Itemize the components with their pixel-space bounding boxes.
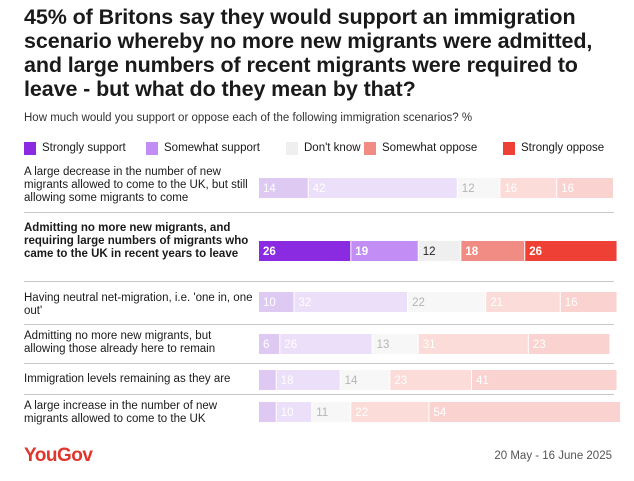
bar-segment-strong-support [259, 292, 294, 312]
data-label: 21 [490, 297, 503, 309]
bar-segment-somewhat-oppose [461, 241, 525, 261]
bar-segment-strong-support [259, 370, 276, 390]
data-label: 32 [299, 297, 312, 309]
legend-swatch [503, 141, 515, 155]
data-label: 16 [504, 183, 517, 195]
legend-item-somewhat-oppose: Somewhat oppose [364, 139, 477, 157]
legend-item-strongly-oppose: Strongly oppose [503, 139, 604, 157]
legend-item-strong-support: Strongly support [24, 139, 126, 157]
bar-segment-dont-know [408, 292, 486, 312]
data-label: 6 [263, 339, 269, 351]
data-label: 54 [433, 407, 446, 419]
row-label: Immigration levels remaining as they are [24, 373, 231, 385]
bar-segment-somewhat-support [294, 292, 408, 312]
bar-segment-dont-know [312, 402, 351, 422]
row-separator [24, 394, 614, 395]
bar-segment-strong-support [259, 241, 351, 261]
data-label: 10 [281, 407, 294, 419]
legend-label: Don't know [304, 142, 361, 154]
bar-segment-somewhat-support [280, 334, 372, 354]
legend-label: Somewhat oppose [382, 142, 478, 154]
bar-segment-somewhat-support [351, 241, 418, 261]
bar-segment-somewhat-support [308, 178, 457, 198]
data-label: 42 [313, 183, 326, 195]
chart-subtitle: How much would you support or oppose eac… [24, 112, 473, 124]
data-label: 23 [394, 375, 407, 387]
legend-swatch [364, 141, 376, 155]
bar-segment-strongly-oppose [472, 370, 617, 390]
row-label: A large increase in the number of new mi… [24, 400, 218, 425]
bar-segment-dont-know [457, 178, 500, 198]
row-separator [24, 363, 614, 364]
row-label: Admitting no more new migrants, but allo… [24, 330, 216, 355]
bar-segment-dont-know [372, 334, 418, 354]
bar-segment-strongly-oppose [528, 334, 610, 354]
legend-label: Somewhat support [164, 142, 260, 154]
bar-segment-strongly-oppose [525, 241, 617, 261]
data-label: 19 [355, 246, 368, 258]
data-label: 26 [529, 246, 542, 258]
bar-segment-strongly-oppose [429, 402, 621, 422]
bar-segment-somewhat-support [276, 402, 312, 422]
bar-segment-strongly-oppose [560, 292, 617, 312]
bar-segment-strongly-oppose [557, 178, 613, 198]
data-label: 22 [412, 297, 425, 309]
row-separator [24, 212, 614, 213]
bar-segment-somewhat-oppose [486, 292, 560, 312]
bar-segment-dont-know [418, 241, 461, 261]
data-label: 41 [476, 375, 489, 387]
legend-swatch [286, 141, 298, 155]
bar-segment-somewhat-oppose [418, 334, 528, 354]
data-label: 18 [465, 246, 478, 258]
data-label: 11 [316, 407, 328, 419]
data-label: 12 [423, 246, 436, 258]
bar-segment-somewhat-support [276, 370, 340, 390]
legend-label: Strongly oppose [521, 142, 605, 154]
data-label: 22 [355, 407, 368, 419]
row-label: Admitting no more new migrants, and requ… [24, 222, 249, 260]
data-label: 16 [565, 297, 578, 309]
row-separator [24, 281, 614, 282]
row-label: Having neutral net-migration, i.e. 'one … [24, 292, 253, 317]
chart-title: 45% of Britons say they would support an… [24, 5, 593, 101]
survey-date: 20 May - 16 June 2025 [494, 450, 612, 462]
legend-item-dont-know: Don't know [286, 139, 361, 157]
bar-segment-somewhat-oppose [390, 370, 471, 390]
row-separator [24, 324, 614, 325]
legend-label: Strongly support [42, 142, 126, 154]
data-label: 13 [377, 339, 390, 351]
legend-swatch [146, 141, 158, 155]
legend-item-somewhat-support: Somewhat support [146, 139, 260, 157]
bar-segment-somewhat-oppose [351, 402, 429, 422]
data-label: 23 [533, 339, 546, 351]
data-label: 26 [263, 246, 276, 258]
data-label: 18 [281, 375, 294, 387]
legend-swatch [24, 141, 36, 155]
data-label: 26 [284, 339, 297, 351]
data-label: 10 [263, 297, 276, 309]
bar-segment-somewhat-oppose [500, 178, 557, 198]
bar-segment-dont-know [340, 370, 390, 390]
data-label: 14 [345, 375, 358, 387]
data-label: 16 [561, 183, 574, 195]
data-label: 14 [263, 183, 276, 195]
data-label: 12 [462, 183, 475, 195]
bar-segment-strong-support [259, 334, 280, 354]
bar-segment-strong-support [259, 178, 308, 198]
row-label: A large decrease in the number of new mi… [24, 166, 248, 204]
yougov-logo: YouGov [24, 445, 93, 466]
bar-segment-strong-support [259, 402, 276, 422]
legend: Strongly support Somewhat support Don't kn… [24, 139, 634, 157]
data-label: 31 [423, 339, 436, 351]
